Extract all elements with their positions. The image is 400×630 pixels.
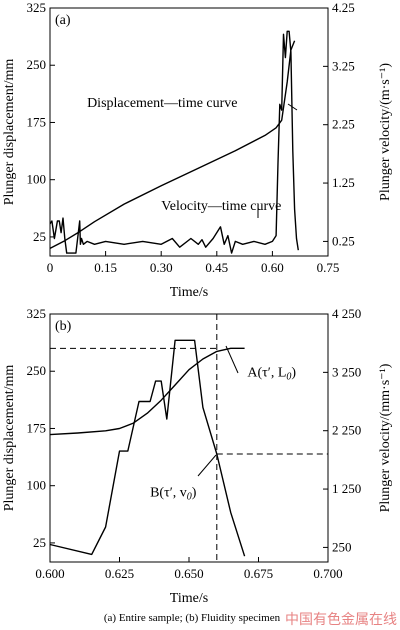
- figure-caption: (a) Entire sample; (b) Fluidity specimen: [104, 612, 281, 624]
- x-tick-label: 0.675: [244, 566, 273, 581]
- chart-a-y-right-ticks: 0.25 1.25 2.25 3.25 4.25: [323, 0, 355, 248]
- y-left-tick-label: 325: [27, 0, 47, 15]
- chart-a-x-label: Time/s: [170, 285, 208, 300]
- y-right-tick-label: 2.25: [332, 117, 355, 132]
- chart-b-y-left-label: Plunger displacement/mm: [2, 365, 17, 512]
- chart-b-annotations: A(τ′, L0) B(τ′, v0): [150, 345, 296, 502]
- x-tick-label: 0.650: [174, 566, 203, 581]
- chart-b-series: [49, 339, 246, 557]
- annotation-leader: [225, 345, 239, 374]
- y-right-tick-label: 2 250: [332, 423, 361, 438]
- chart-b-x-label: Time/s: [170, 591, 208, 606]
- x-tick-label: 0.45: [205, 260, 228, 275]
- series-line-displacement: [49, 40, 296, 250]
- series-line-velocity: [49, 339, 246, 557]
- chart-a-y-left-ticks: 25 100 175 250 325: [27, 0, 55, 244]
- x-tick-label: 0.75: [317, 260, 340, 275]
- y-left-tick-label: 25: [33, 229, 46, 244]
- annotation-label: Velocity—time curve: [161, 199, 281, 214]
- y-right-tick-label: 4 250: [332, 306, 361, 321]
- y-left-tick-label: 25: [33, 535, 46, 550]
- chart-a-annotations: Displacement—time curve Velocity—time cur…: [87, 96, 298, 218]
- x-tick-label: 0.625: [105, 566, 134, 581]
- watermark: 中国有色金属在线: [285, 611, 397, 628]
- chart-b-x-ticks: 0.600 0.625 0.650 0.675 0.700: [35, 557, 343, 581]
- chart-a-y-right-label: Plunger velocity/(m·s⁻¹): [378, 63, 393, 201]
- chart-a-frame: [49, 7, 329, 257]
- chart-b-y-right-label: Plunger velocity/(mm·s⁻¹): [378, 363, 393, 512]
- chart-a-panel-label: (a): [55, 13, 71, 28]
- chart-b-frame: [49, 313, 329, 563]
- y-left-tick-label: 325: [27, 306, 47, 321]
- x-tick-label: 0.30: [150, 260, 173, 275]
- annotation-leader: [287, 103, 298, 111]
- y-right-tick-label: 3.25: [332, 58, 355, 73]
- series-line-displacement: [49, 347, 245, 436]
- series-line-velocity: [49, 30, 299, 254]
- y-left-tick-label: 250: [27, 57, 47, 72]
- x-tick-label: 0.700: [313, 566, 342, 581]
- annotation-label: A(τ′, L0): [247, 366, 296, 383]
- annotation-label: B(τ′, v0): [150, 485, 197, 502]
- y-right-tick-label: 1.25: [332, 175, 355, 190]
- x-tick-label: 0.15: [94, 260, 117, 275]
- y-left-tick-label: 175: [27, 420, 47, 435]
- chart-b-panel-label: (b): [55, 319, 72, 334]
- chart-a-y-left-label: Plunger displacement/mm: [2, 59, 17, 206]
- chart-a-series: [49, 30, 299, 254]
- chart-b-y-right-ticks: 250 1 250 2 250 3 250 4 250: [323, 306, 361, 554]
- chart-b: (b) 0.600 0.625 0.650 0.675 0.700 2510017525…: [2, 306, 393, 606]
- y-left-tick-label: 100: [27, 172, 47, 187]
- y-left-tick-label: 175: [27, 114, 47, 129]
- annotation-leader: [197, 454, 217, 477]
- y-right-tick-label: 1 250: [332, 481, 361, 496]
- chart-b-guides: [50, 314, 328, 562]
- y-right-tick-label: 250: [332, 539, 352, 554]
- y-left-tick-label: 250: [27, 363, 47, 378]
- annotation-label: Displacement—time curve: [87, 96, 237, 111]
- y-left-tick-label: 100: [27, 478, 47, 493]
- y-right-tick-label: 0.25: [332, 233, 355, 248]
- y-right-tick-label: 4.25: [332, 0, 355, 15]
- x-tick-label: 0.60: [261, 260, 284, 275]
- x-tick-label: 0.600: [35, 566, 64, 581]
- chart-b-y-left-ticks: 25 100 175 250 325: [27, 306, 55, 550]
- x-tick-label: 0: [47, 260, 54, 275]
- chart-a: (a) 0 0.15 0.30 0.45 0.60 0.75 25 100 175 250 325…: [2, 0, 393, 300]
- chart-a-x-ticks: 0 0.15 0.30 0.45 0.60 0.75: [47, 251, 340, 275]
- y-right-tick-label: 3 250: [332, 364, 361, 379]
